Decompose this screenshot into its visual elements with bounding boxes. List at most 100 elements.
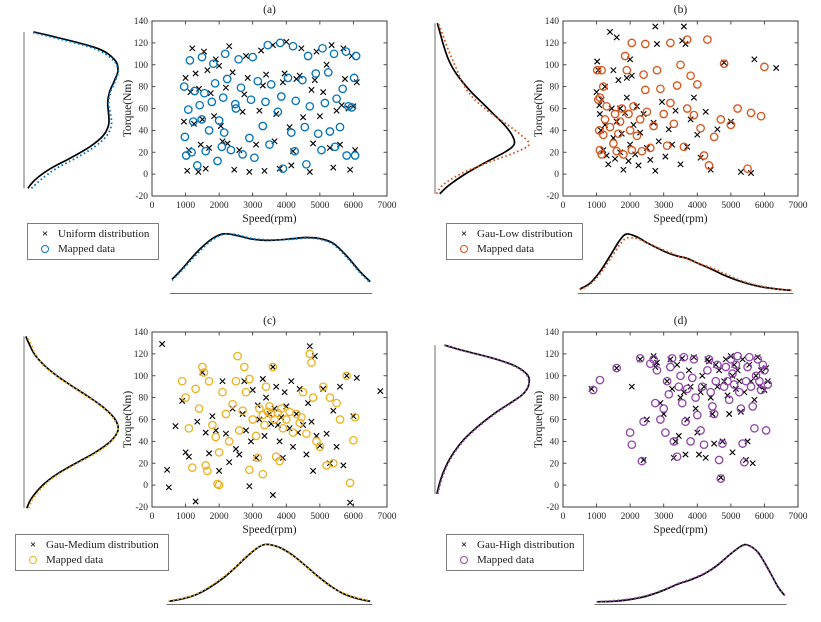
x-axis-label: Speed(rpm) [242,524,296,536]
left-marginal-mapped-curve [30,31,119,189]
x-tick-label: 4000 [688,512,707,522]
legend-label: Gau-High distribution [477,539,575,551]
y-tick-label: -20 [546,503,559,513]
left-marginal-mapped-curve [435,22,531,195]
scatter-x-series [593,23,780,177]
scatter-circle-series [592,35,769,174]
x-tick-label: 2000 [621,201,640,211]
y-tick-label: -20 [135,503,148,513]
bottom-marginal-ref-curve [168,543,371,603]
x-tick-label: 5000 [310,512,329,522]
axis-ticks [151,331,388,508]
y-tick-label: 60 [139,416,149,426]
left-marginal-mapped-curve [436,344,530,495]
y-tick-label: 20 [550,459,560,469]
legend-item: Mapped data [20,553,159,568]
legend-c: × Gau-Medium distribution Mapped data [15,534,169,571]
bottom-marginal-mapped-curve [168,543,371,602]
legend-item: Mapped data [451,242,573,257]
y-tick-label: 120 [134,350,149,360]
x-tick-label: 1000 [176,512,195,522]
legend-item: Mapped data [32,242,149,257]
bottom-marginal-mapped-curve [596,543,786,603]
x-axis-label: Speed(rpm) [242,213,296,225]
y-tick-label: 120 [134,39,149,49]
x-tick-label: 2000 [621,512,640,522]
subplot-b-canvas: 0 1000 2000 3000 4000 5000 6000 7000-2002040608… [434,4,808,294]
scatter-circle-series [179,38,361,174]
bottom-marginal-mapped-curve [579,236,792,292]
subplot-title: (c) [263,315,276,327]
y-axis-label: Torque(Nm) [533,80,545,137]
y-tick-label: 20 [139,148,149,158]
bottom-marginal-mapped-curve [171,232,371,284]
x-tick-label: 0 [150,201,155,211]
x-marker-icon: × [460,228,468,240]
x-tick-label: 1000 [176,201,195,211]
subplot-b: 0 1000 2000 3000 4000 5000 6000 7000 -20 0 20 40 60 8… [411,0,821,311]
axis-ticks [562,331,799,508]
y-axis-label: Torque(Nm) [533,391,545,448]
subplot-c: 0 1000 2000 3000 4000 5000 6000 7000 -20 0 20 40 60 8… [0,311,410,622]
legend-a: × Uniform distribution Mapped data [27,223,160,260]
x-tick-label: 7000 [378,201,397,211]
legend-item: × Uniform distribution [32,227,150,242]
circle-marker-icon [451,555,477,564]
x-tick-label: 4000 [277,201,296,211]
x-tick-label: 6000 [755,512,774,522]
x-tick-label: 0 [150,512,155,522]
y-tick-label: 140 [134,328,149,338]
y-tick-label: 60 [550,105,560,115]
x-tick-label: 1000 [587,201,606,211]
axis-ticks [562,20,799,197]
legend-label: Mapped data [58,242,116,255]
legend-item: × Gau-Medium distribution [20,538,159,553]
y-tick-label: 120 [545,350,560,360]
legend-item: × Gau-High distribution [451,538,575,553]
x-tick-label: 0 [561,512,566,522]
x-tick-label: 6000 [755,201,774,211]
y-tick-label: 0 [554,481,559,491]
legend-d: × Gau-High distribution Mapped data [446,534,585,571]
circle-marker-icon [32,244,58,253]
circle-marker-icon [20,555,46,564]
subplot-a-canvas: 0 1000 2000 3000 4000 5000 6000 7000-2002040608… [23,4,397,294]
y-tick-label: 0 [143,170,148,180]
legend-label: Gau-Low distribution [477,228,573,240]
x-tick-label: 2000 [210,512,229,522]
y-tick-label: 80 [550,394,560,404]
x-tick-label: 7000 [789,201,808,211]
x-axis-label: Speed(rpm) [653,524,707,536]
bottom-marginal-ref-curve [171,232,371,283]
y-tick-label: 20 [139,459,149,469]
legend-label: Mapped data [477,553,535,566]
x-tick-label: 5000 [310,201,329,211]
subplot-title: (b) [674,4,688,16]
legend-label: Uniform distribution [58,228,150,240]
y-tick-label: 60 [550,416,560,426]
subplot-d-canvas: 0 1000 2000 3000 4000 5000 6000 7000-2002040608… [434,315,808,605]
axes-box [562,20,799,197]
y-tick-label: 100 [134,372,149,382]
bottom-marginal-ref-curve [596,543,786,603]
y-tick-label: 0 [554,170,559,180]
x-tick-label: 4000 [688,201,707,211]
y-axis-label: Torque(Nm) [122,80,134,137]
x-tick-label: 5000 [721,512,740,522]
x-tick-label: 0 [561,201,566,211]
y-tick-label: 100 [545,372,560,382]
axis-ticks [151,20,388,197]
left-marginal-ref-curve [436,22,516,195]
x-tick-label: 4000 [277,512,296,522]
scatter-circle-series [177,349,360,490]
x-tick-label: 7000 [789,512,808,522]
subplot-a: 0 1000 2000 3000 4000 5000 6000 7000 -20 0 20 40 60 8… [0,0,410,311]
x-tick-label: 6000 [344,512,363,522]
y-tick-label: 40 [139,126,149,136]
legend-label: Mapped data [46,553,104,566]
left-marginal-mapped-curve [26,335,119,509]
x-tick-label: 5000 [721,201,740,211]
subplot-title: (d) [674,315,688,327]
y-tick-label: 100 [545,61,560,71]
